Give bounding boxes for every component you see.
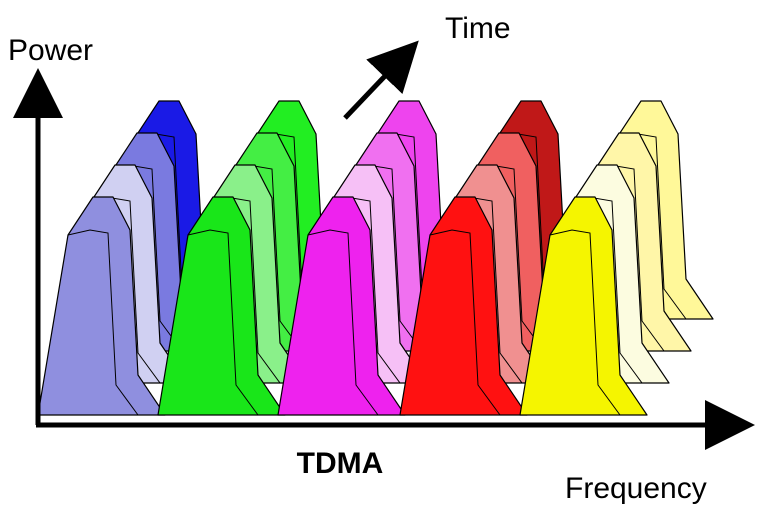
- channel-slots: [38, 101, 713, 415]
- power-label: Power: [8, 34, 93, 67]
- tdma-diagram: Power Time TDMA Frequency: [0, 0, 767, 508]
- time-label: Time: [445, 12, 511, 45]
- frequency-label: Frequency: [565, 472, 707, 505]
- diagram-title: TDMA: [297, 447, 384, 480]
